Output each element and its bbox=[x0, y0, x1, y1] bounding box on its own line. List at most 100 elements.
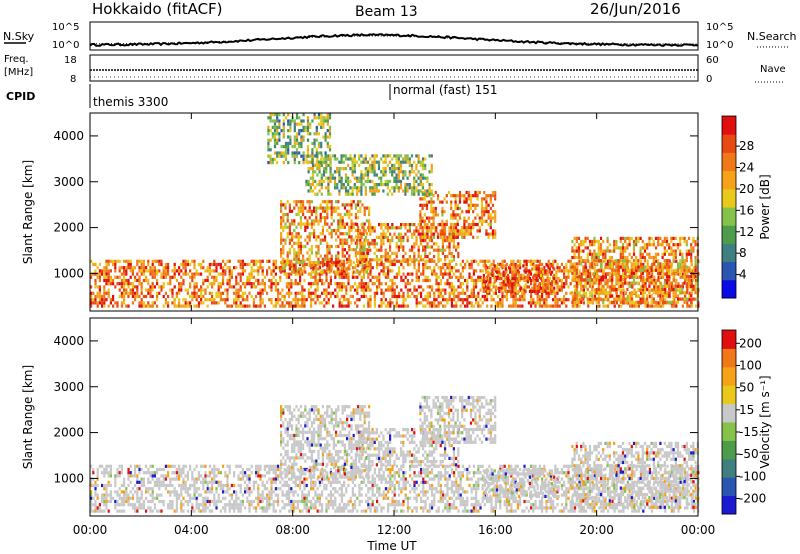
range-cell bbox=[472, 272, 475, 276]
range-cell bbox=[167, 304, 170, 308]
range-cell bbox=[622, 282, 625, 286]
range-cell bbox=[577, 275, 581, 279]
range-cell bbox=[622, 291, 625, 295]
range-cell bbox=[597, 259, 600, 263]
range-cell bbox=[326, 251, 329, 255]
range-cell bbox=[288, 264, 291, 268]
range-cell bbox=[306, 251, 309, 255]
range-cell bbox=[444, 269, 447, 273]
range-cell bbox=[297, 206, 300, 210]
range-cell bbox=[424, 239, 427, 243]
range-cell bbox=[591, 285, 594, 289]
range-cell bbox=[241, 269, 244, 273]
range-cell bbox=[600, 285, 603, 289]
range-cell bbox=[371, 179, 374, 183]
range-cell bbox=[274, 285, 277, 289]
range-cell bbox=[355, 176, 359, 180]
range-cell bbox=[294, 272, 297, 276]
range-cell bbox=[316, 272, 319, 276]
range-cell bbox=[489, 213, 492, 217]
range-cell bbox=[398, 272, 401, 276]
range-cell bbox=[657, 301, 660, 305]
range-cell bbox=[461, 282, 464, 286]
range-cell bbox=[469, 197, 473, 201]
range-cell bbox=[600, 275, 603, 279]
range-cell bbox=[404, 183, 407, 187]
range-cell bbox=[433, 242, 436, 246]
range-cell bbox=[432, 200, 435, 204]
range-cell bbox=[506, 283, 510, 287]
range-cell bbox=[395, 259, 398, 263]
range-cell bbox=[651, 304, 654, 308]
range-cell bbox=[672, 236, 675, 240]
range-cell bbox=[587, 272, 590, 276]
range-cell bbox=[399, 154, 403, 158]
range-cell bbox=[574, 288, 577, 292]
range-cell bbox=[432, 210, 435, 214]
range-cell bbox=[585, 269, 588, 273]
range-cell bbox=[584, 271, 587, 276]
range-cell bbox=[302, 264, 305, 268]
range-cell bbox=[495, 267, 499, 271]
range-cell bbox=[224, 269, 227, 273]
range-cell bbox=[694, 243, 697, 247]
range-cell bbox=[525, 275, 528, 279]
range-cell bbox=[630, 281, 633, 285]
range-cell bbox=[291, 235, 294, 239]
range-cell bbox=[490, 304, 493, 308]
range-cell bbox=[420, 285, 423, 289]
range-cell bbox=[357, 232, 360, 236]
range-cell bbox=[635, 266, 638, 270]
range-cell bbox=[311, 170, 315, 174]
range-cell bbox=[92, 503, 95, 507]
range-cell bbox=[408, 186, 411, 190]
range-cell bbox=[484, 264, 488, 268]
range-cell bbox=[304, 216, 307, 220]
range-cell bbox=[517, 264, 521, 268]
range-cell bbox=[338, 301, 341, 305]
range-cell bbox=[250, 294, 253, 299]
range-cell bbox=[459, 304, 462, 308]
range-cell bbox=[226, 259, 229, 263]
range-cell bbox=[325, 176, 328, 180]
range-cell bbox=[393, 176, 396, 180]
range-cell bbox=[646, 304, 649, 308]
range-cell bbox=[313, 113, 316, 117]
range-cell bbox=[269, 129, 272, 133]
range-cell bbox=[193, 282, 196, 286]
range-cell bbox=[419, 173, 422, 177]
range-cell bbox=[98, 288, 101, 292]
range-cell bbox=[472, 294, 475, 299]
range-cell bbox=[296, 304, 299, 308]
range-cell bbox=[393, 291, 396, 295]
range-cell bbox=[485, 197, 488, 201]
range-cell bbox=[399, 186, 403, 190]
range-cell bbox=[450, 229, 453, 233]
range-cell bbox=[441, 239, 444, 243]
range-cell bbox=[428, 278, 431, 283]
range-cell bbox=[665, 243, 669, 247]
range-cell bbox=[268, 259, 271, 263]
range-cell bbox=[127, 285, 130, 289]
range-cell bbox=[558, 278, 561, 283]
range-cell bbox=[679, 236, 682, 240]
range-cell bbox=[632, 281, 636, 285]
range-cell bbox=[138, 304, 141, 308]
range-cell bbox=[259, 298, 262, 302]
range-cell bbox=[337, 251, 340, 255]
range-cell bbox=[109, 259, 112, 263]
range-cell bbox=[270, 269, 273, 273]
range-cell bbox=[410, 189, 414, 193]
range-cell bbox=[512, 294, 515, 299]
range-cell bbox=[151, 301, 154, 305]
range-cell bbox=[324, 154, 327, 158]
range-cell bbox=[415, 154, 418, 158]
range-cell bbox=[491, 194, 495, 198]
range-cell bbox=[272, 282, 275, 286]
range-cell bbox=[158, 291, 161, 295]
range-cell bbox=[308, 248, 311, 252]
colorbar-tick-label: 28 bbox=[739, 139, 754, 153]
range-cell bbox=[191, 275, 194, 279]
range-cell bbox=[367, 282, 370, 286]
range-cell bbox=[282, 135, 285, 139]
